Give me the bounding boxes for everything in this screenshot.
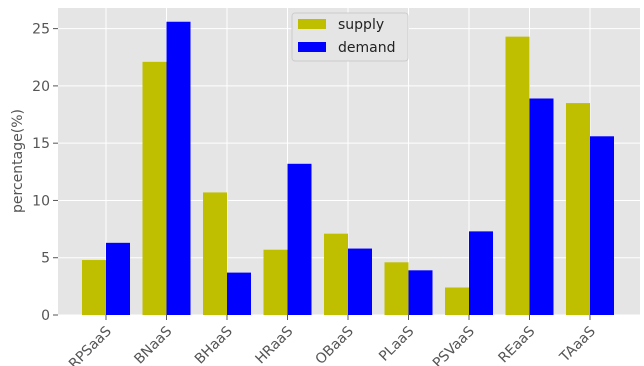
bar-supply-BHaaS [203,192,227,315]
y-tick-label: 25 [32,22,50,38]
bar-demand-TAaaS [590,136,614,315]
bar-demand-PSVaaS [469,231,493,315]
legend-swatch-supply [298,19,326,29]
bar-demand-OBaaS [348,248,372,315]
x-axis-ticks: RPSaaS BNaaS BHaaS HRaaS OBaaS PLaaS PSVaaS REa… [66,315,599,366]
x-tick-label-PLaaS: PLaaS [376,323,417,364]
x-tick-label-OBaaS: OBaaS [313,323,357,366]
y-tick-label: 10 [32,193,50,209]
y-axis-ticks: 0 5 10 15 20 25 [32,22,58,324]
legend-label-supply: supply [338,17,384,33]
bar-supply-PSVaaS [445,287,469,315]
bar-demand-RPSaaS [106,242,130,315]
bar-supply-RPSaaS [82,260,106,315]
x-tick-label-BNaaS: BNaaS [131,323,175,366]
legend: supply demand [291,12,409,62]
legend-label-demand: demand [338,40,395,56]
x-tick-label-RPSaaS: RPSaaS [66,323,115,366]
bar-supply-REaaS [505,36,530,315]
bar-supply-OBaaS [324,233,348,315]
bar-supply-BNaaS [142,61,167,315]
bar-demand-BNaaS [166,21,191,315]
bar-supply-HRaaS [263,249,288,315]
y-tick-label: 0 [41,308,50,324]
bar-demand-HRaaS [287,163,312,315]
bar-demand-REaaS [529,98,554,315]
bar-supply-PLaaS [384,262,409,315]
x-tick-label-PSVaaS: PSVaaS [430,323,478,366]
y-tick-label: 5 [41,251,50,267]
y-tick-label: 15 [32,136,50,152]
x-tick-label-HRaaS: HRaaS [252,323,296,366]
x-tick-label-TAaaS: TAaaS [556,323,599,366]
y-tick-label: 20 [32,79,50,95]
bar-demand-BHaaS [227,272,251,315]
x-tick-label-BHaaS: BHaaS [192,323,236,366]
bar-supply-TAaaS [566,103,590,315]
legend-swatch-demand [298,42,326,52]
bar-demand-PLaaS [408,270,433,315]
y-axis-title: percentage(%) [10,109,26,213]
x-tick-label-REaaS: REaaS [495,323,538,366]
bars [82,21,614,315]
